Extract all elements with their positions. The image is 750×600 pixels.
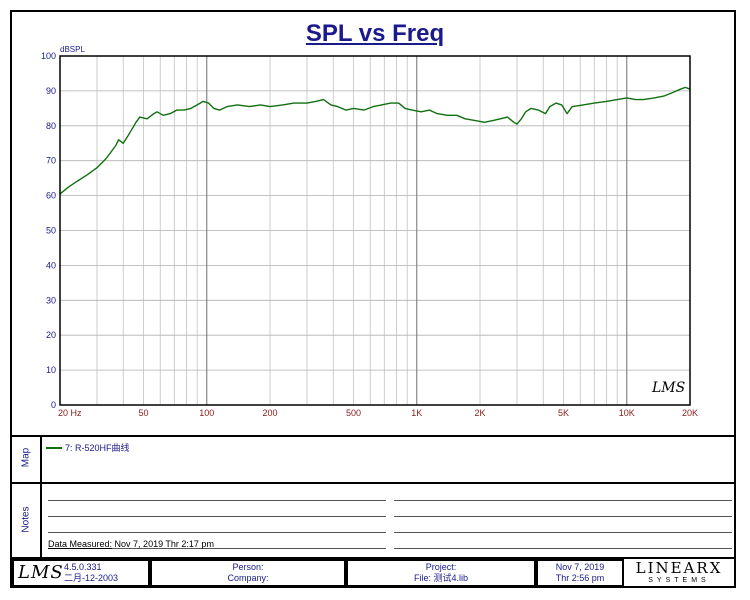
- legend-entry: 7: R-520HF曲线: [65, 443, 130, 453]
- print-date: Nov 7, 2019: [555, 562, 605, 572]
- footer-date: Nov 7, 2019 Thr 2:56 pm: [536, 559, 624, 588]
- divider: [12, 435, 736, 437]
- x-tick-label: 5K: [558, 408, 569, 418]
- x-tick-label: 50: [139, 408, 149, 418]
- y-tick-label: 80: [46, 121, 56, 131]
- y-tick-label: 100: [41, 51, 56, 61]
- chart-series: [59, 86, 691, 195]
- note-line: [48, 516, 386, 517]
- footer-lms-logo: LMS: [18, 562, 64, 583]
- x-tick-label: 500: [346, 408, 361, 418]
- legend: 7: R-520HF曲线: [46, 441, 130, 454]
- spl-chart: 0 10 20 30 40 50 60 70 80 90 100 20 Hz 50 100 200 500 1…: [41, 45, 698, 418]
- note-line: [48, 532, 386, 533]
- footer-version: 4.5.0.331 二月-12-2003: [64, 559, 144, 588]
- map-section-label: Map: [20, 447, 32, 468]
- data-measured-label: Data Measured:: [48, 539, 113, 549]
- x-tick-label: 2K: [474, 408, 485, 418]
- section-label-column: [40, 435, 42, 557]
- brand-subtitle: SYSTEMS: [648, 577, 710, 584]
- x-tick-label: 200: [262, 408, 277, 418]
- chart-lms-logo: LMS: [652, 380, 686, 396]
- person-label: Person:: [232, 562, 264, 572]
- y-tick-label: 50: [46, 226, 56, 236]
- x-tick-label: 10K: [619, 408, 635, 418]
- version-date: 二月-12-2003: [64, 573, 119, 583]
- y-tick-label: 30: [46, 295, 56, 305]
- y-tick-label: 20: [46, 330, 56, 340]
- footer-project: Project: File: 测试4.lib: [346, 559, 536, 588]
- note-line: [394, 516, 732, 517]
- file-label: File: 测试4.lib: [413, 573, 468, 583]
- linearx-logo: LINEARX SYSTEMS: [626, 561, 732, 585]
- divider: [12, 482, 736, 484]
- y-axis-label: dBSPL: [60, 45, 85, 54]
- project-label: Project:: [425, 562, 457, 572]
- note-line: [394, 548, 732, 549]
- note-line: [394, 532, 732, 533]
- version-number: 4.5.0.331: [64, 562, 102, 572]
- note-line: [48, 500, 386, 501]
- y-tick-label: 40: [46, 260, 56, 270]
- x-tick-label: 100: [199, 408, 214, 418]
- x-tick-label: 1K: [411, 408, 422, 418]
- data-measured-value: Nov 7, 2019 Thr 2:17 pm: [112, 539, 214, 549]
- print-time: Thr 2:56 pm: [555, 573, 605, 583]
- y-tick-label: 60: [46, 191, 56, 201]
- company-label: Company:: [227, 573, 269, 583]
- legend-swatch: [46, 446, 62, 449]
- y-tick-label: 90: [46, 86, 56, 96]
- brand-name: LINEARX: [635, 559, 723, 577]
- divider: [12, 557, 736, 559]
- chart-title: SPL vs Freq: [305, 20, 445, 47]
- y-tick-labels: 0 10 20 30 40 50 60 70 80 90 100: [41, 51, 56, 410]
- x-tick-label: 20 Hz: [58, 408, 82, 418]
- series-line: [59, 86, 691, 195]
- note-line: [394, 500, 732, 501]
- chart-grid: [59, 55, 691, 406]
- data-measured: Data Measured: Nov 7, 2019 Thr 2:17 pm: [48, 539, 214, 549]
- x-tick-labels: 20 Hz 50 100 200 500 1K 2K 5K 10K 20K: [58, 408, 698, 418]
- x-tick-label: 20K: [682, 408, 698, 418]
- notes-section-label: Notes: [20, 506, 32, 533]
- plot-frame: [59, 55, 691, 406]
- note-line: [48, 548, 386, 549]
- footer-person-box: [150, 559, 346, 587]
- y-tick-label: 10: [46, 365, 56, 375]
- y-tick-label: 70: [46, 156, 56, 166]
- footer-date-box: [536, 559, 624, 587]
- footer-version-box: [12, 559, 150, 587]
- page-frame: [10, 10, 736, 588]
- footer-project-box: [346, 559, 536, 587]
- footer-person: Person: Company:: [150, 559, 346, 588]
- y-tick-label: 0: [51, 400, 56, 410]
